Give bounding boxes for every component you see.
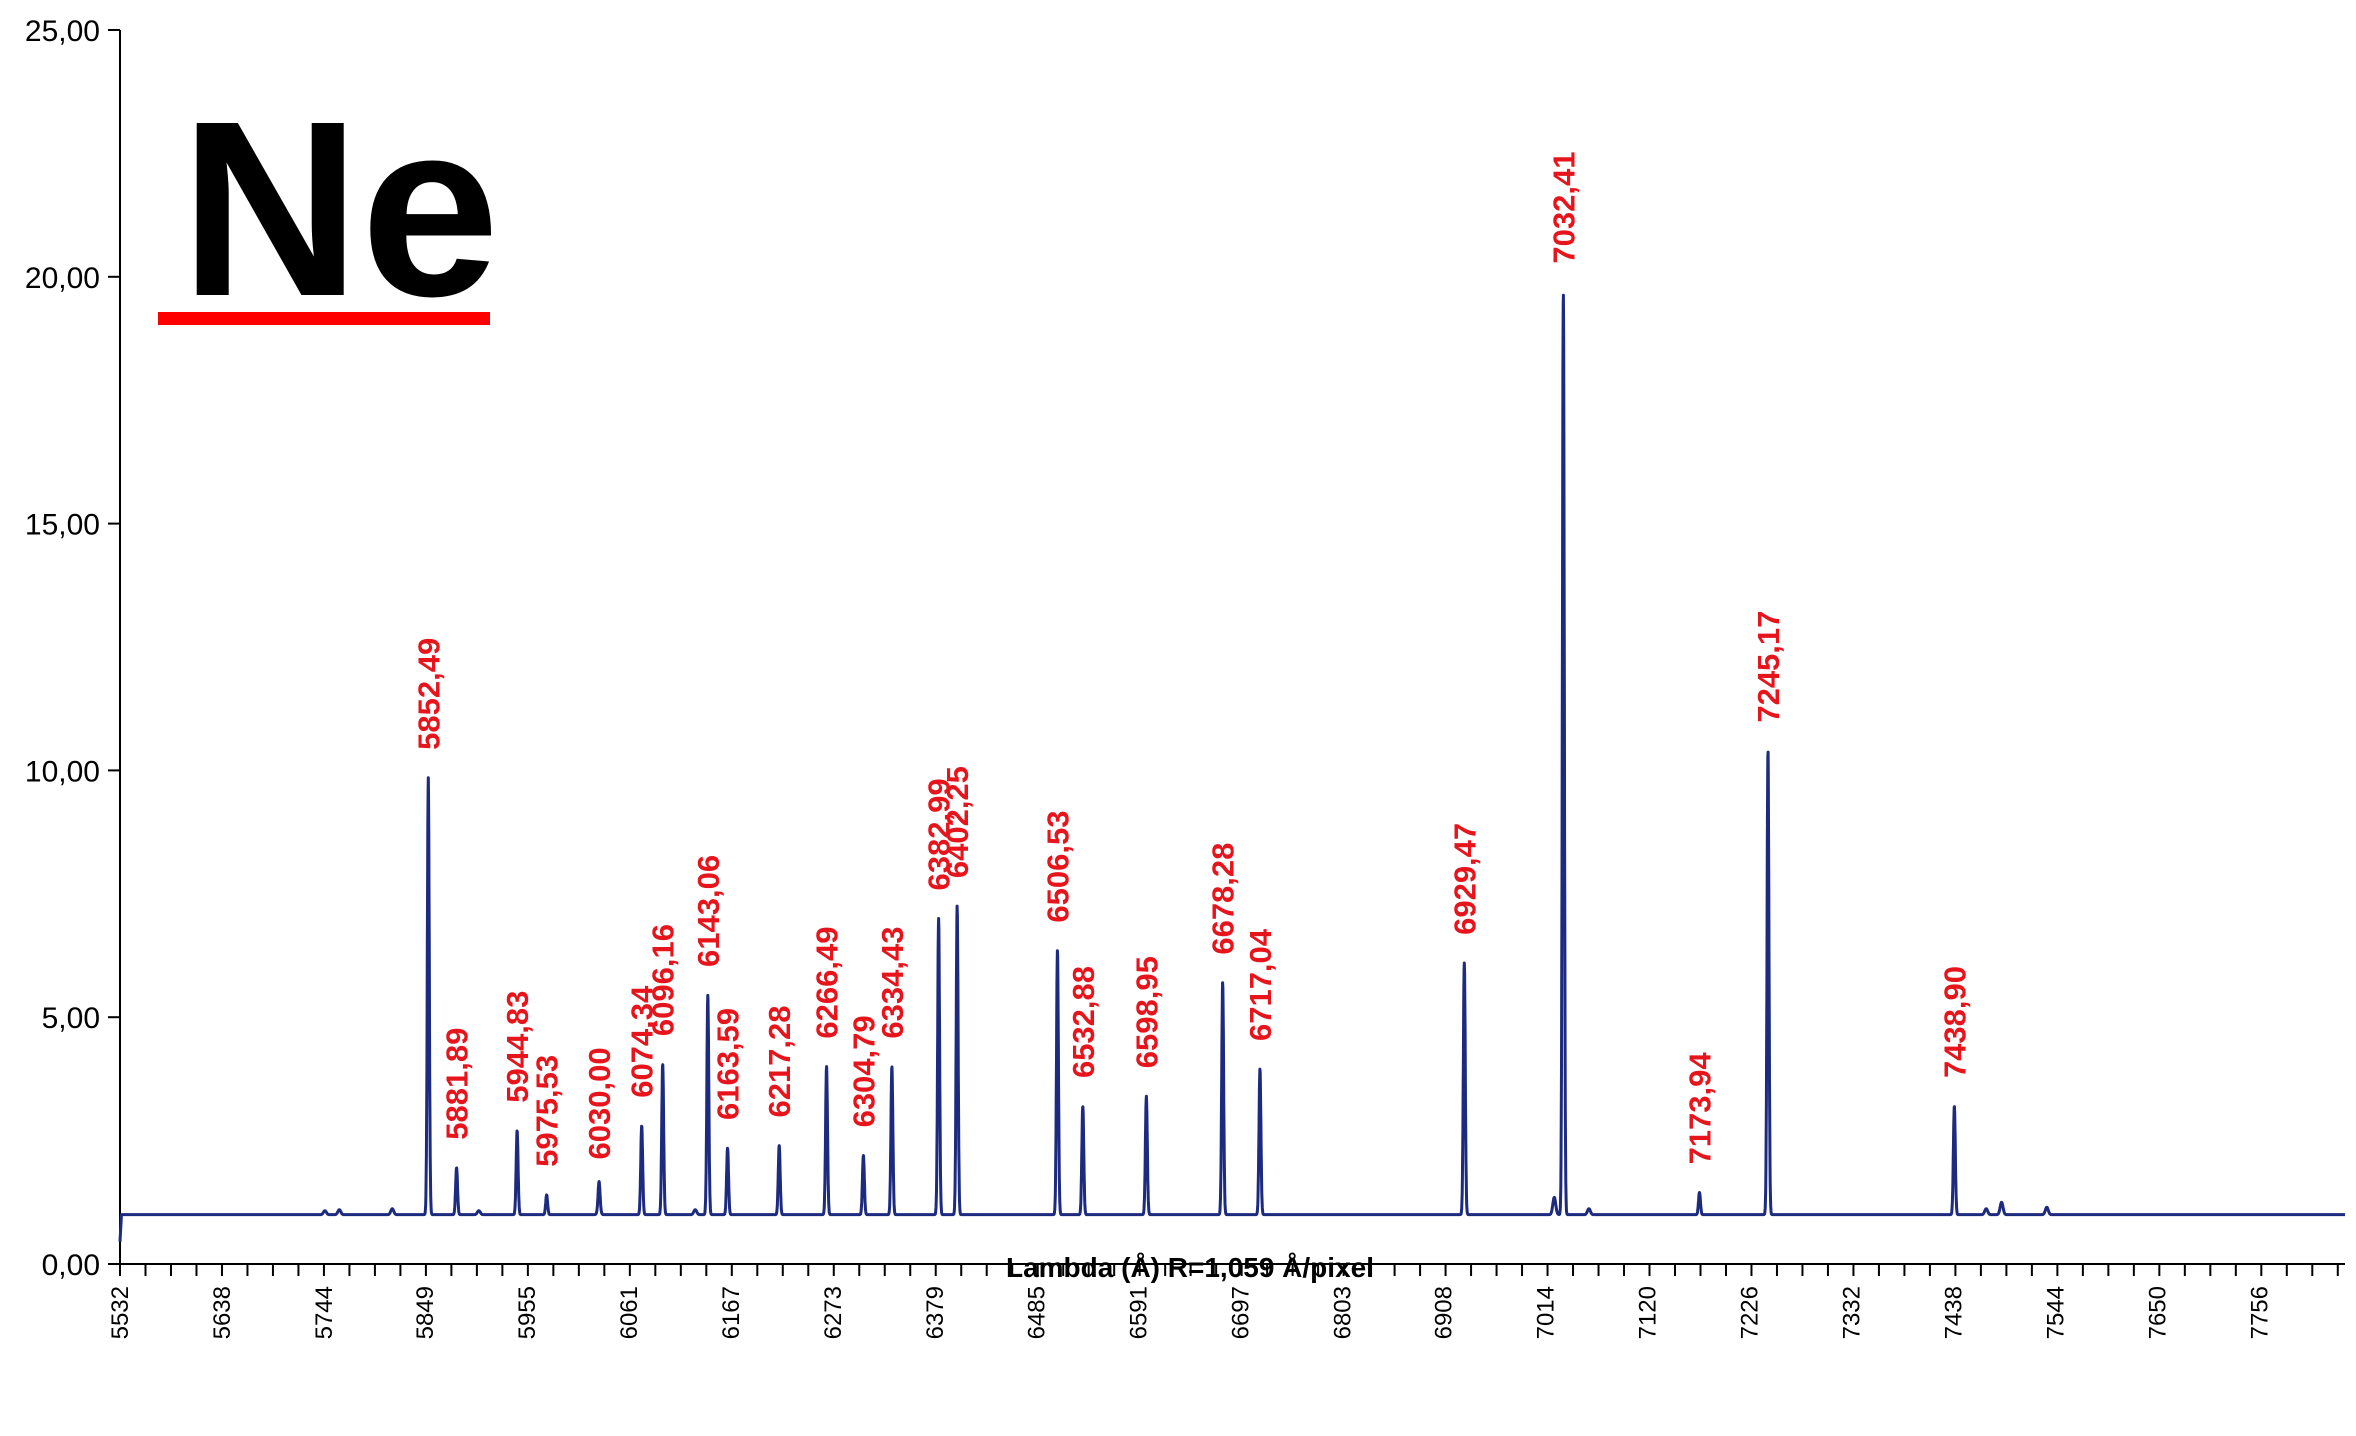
y-tick-label: 25,00 — [25, 15, 100, 48]
x-tick-label: 7120 — [1635, 1286, 1662, 1339]
x-tick-label: 6591 — [1126, 1286, 1153, 1339]
peak-label: 6143,06 — [691, 855, 726, 967]
peak-label: 7245,17 — [1751, 611, 1786, 723]
peak-label: 7438,90 — [1937, 966, 1972, 1078]
peak-label: 6334,43 — [875, 926, 910, 1038]
x-tick-label: 6167 — [718, 1286, 745, 1339]
chart-title: Ne — [180, 69, 500, 348]
peak-label: 6217,28 — [762, 1005, 797, 1117]
peak-label: 5975,53 — [530, 1055, 565, 1167]
peak-label: 6506,53 — [1040, 811, 1075, 923]
x-tick-label: 7544 — [2042, 1286, 2069, 1339]
x-tick-label: 7014 — [1533, 1286, 1560, 1339]
x-tick-label: 5955 — [514, 1286, 541, 1339]
spectrum-line — [118, 293, 2347, 1242]
y-tick-label: 0,00 — [42, 1249, 100, 1282]
x-tick-label: 5638 — [209, 1286, 236, 1339]
y-tick-label: 15,00 — [25, 509, 100, 542]
y-tick-label: 20,00 — [25, 262, 100, 295]
peak-label: 6074,34 — [625, 985, 660, 1098]
peak-label: 6163,59 — [711, 1008, 746, 1120]
peak-label: 7032,41 — [1546, 152, 1581, 264]
peak-label: 6266,49 — [810, 926, 845, 1038]
peak-label: 6717,04 — [1243, 928, 1278, 1041]
x-tick-label: 7438 — [1940, 1286, 1967, 1339]
peak-label: 6532,88 — [1066, 966, 1101, 1078]
peak-label: 6929,47 — [1447, 823, 1482, 935]
title-underline — [158, 312, 490, 325]
x-tick-label: 6273 — [820, 1286, 847, 1339]
x-tick-label: 5532 — [107, 1286, 134, 1339]
peak-label: 6382,99 — [922, 778, 957, 890]
x-tick-label: 6908 — [1431, 1286, 1458, 1339]
x-tick-label: 6803 — [1330, 1286, 1357, 1339]
x-tick-label: 6485 — [1024, 1286, 1051, 1339]
x-tick-label: 6061 — [616, 1286, 643, 1339]
x-tick-label: 6379 — [922, 1286, 949, 1339]
x-tick-label: 7756 — [2246, 1286, 2273, 1339]
peak-label: 6096,16 — [646, 924, 681, 1036]
x-tick-label: 5849 — [412, 1286, 439, 1339]
y-tick-label: 10,00 — [25, 755, 100, 788]
x-axis-label: Lambda (Å) R=1,059 Å/pixel — [1006, 1252, 1374, 1283]
peak-label: 5881,89 — [440, 1028, 475, 1140]
title-group: Ne — [158, 69, 500, 348]
x-tick-label: 6697 — [1228, 1286, 1255, 1339]
x-axis-ticks: 5532 5638 5744 5849 5955 6061 6167 6273 6379 6485… — [107, 1264, 2339, 1339]
x-tick-label: 5744 — [311, 1286, 338, 1339]
peak-label: 6304,79 — [846, 1015, 881, 1127]
peak-label: 6030,00 — [582, 1047, 617, 1159]
x-tick-label: 7650 — [2144, 1286, 2171, 1339]
x-tick-label: 7226 — [1737, 1286, 1764, 1339]
peak-label: 6402,25 — [940, 766, 975, 878]
peak-label: 7173,94 — [1682, 1052, 1717, 1165]
peak-label: 6598,95 — [1129, 956, 1164, 1068]
y-tick-label: 5,00 — [42, 1002, 100, 1035]
peak-label: 6678,28 — [1206, 843, 1241, 955]
peak-label: 5944,83 — [500, 991, 535, 1103]
x-tick-label: 7332 — [1839, 1286, 1866, 1339]
peak-label: 5852,49 — [411, 638, 446, 750]
y-axis-ticks: 0,00 5,00 10,00 15,00 20,00 25,00 — [25, 15, 120, 1282]
axes — [119, 30, 2345, 1265]
